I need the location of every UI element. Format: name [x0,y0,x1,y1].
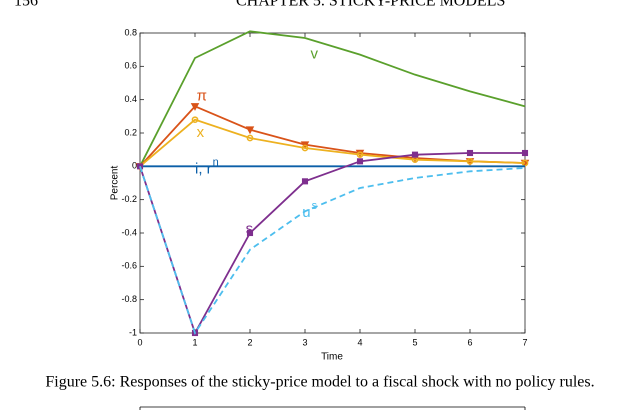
line-label: v [311,46,319,63]
y-tick-label: -0.4 [121,227,137,237]
y-axis-label: Percent [110,166,121,201]
x-tick-label: 7 [522,337,527,347]
y-tick-label: 0.4 [124,94,137,104]
page-number: 156 [14,0,38,10]
series-line [139,30,526,167]
point [190,103,200,111]
x-tick-label: 1 [192,337,197,347]
point [411,151,419,158]
point [246,134,254,142]
running-title: CHAPTER 5. STICKY-PRICE MODELS [236,0,505,10]
plot-frame [139,32,526,334]
point [191,116,199,124]
line-label: i, r [195,161,212,178]
series-line [139,152,525,336]
line-label-superscript: n [213,157,219,169]
point [521,149,529,157]
y-tick-label: -0.8 [121,294,137,304]
line-label: u [302,204,310,221]
line-label: x [197,124,205,141]
line-label: π [197,87,207,104]
point [301,178,309,185]
y-tick-label: 0.2 [124,127,137,137]
point [245,126,255,135]
y-tick-label: -0.2 [121,194,137,204]
series-line [139,166,526,336]
point [246,229,254,237]
x-tick-label: 3 [302,337,307,347]
x-axis-label: Time [321,352,343,363]
point [356,158,364,165]
series-line [139,118,526,168]
x-tick-label: 4 [357,337,362,347]
y-tick-label: 0.6 [124,61,137,71]
y-tick-label: 0 [132,161,137,171]
y-tick-label: -1 [129,327,137,337]
line-label: s [246,221,254,238]
y-tick-label: 0.8 [124,27,137,37]
point [301,144,309,152]
x-tick-label: 6 [467,337,472,347]
line-label-superscript: s [312,200,318,212]
x-tick-label: 2 [247,337,252,347]
point [466,157,474,165]
point [466,149,474,157]
caption: Figure 5.6: Responses of the sticky-pric… [45,374,594,391]
x-tick-label: 5 [412,337,417,347]
y-tick-label: -0.6 [121,261,137,271]
x-tick-label: 0 [137,337,142,347]
point [356,151,364,159]
